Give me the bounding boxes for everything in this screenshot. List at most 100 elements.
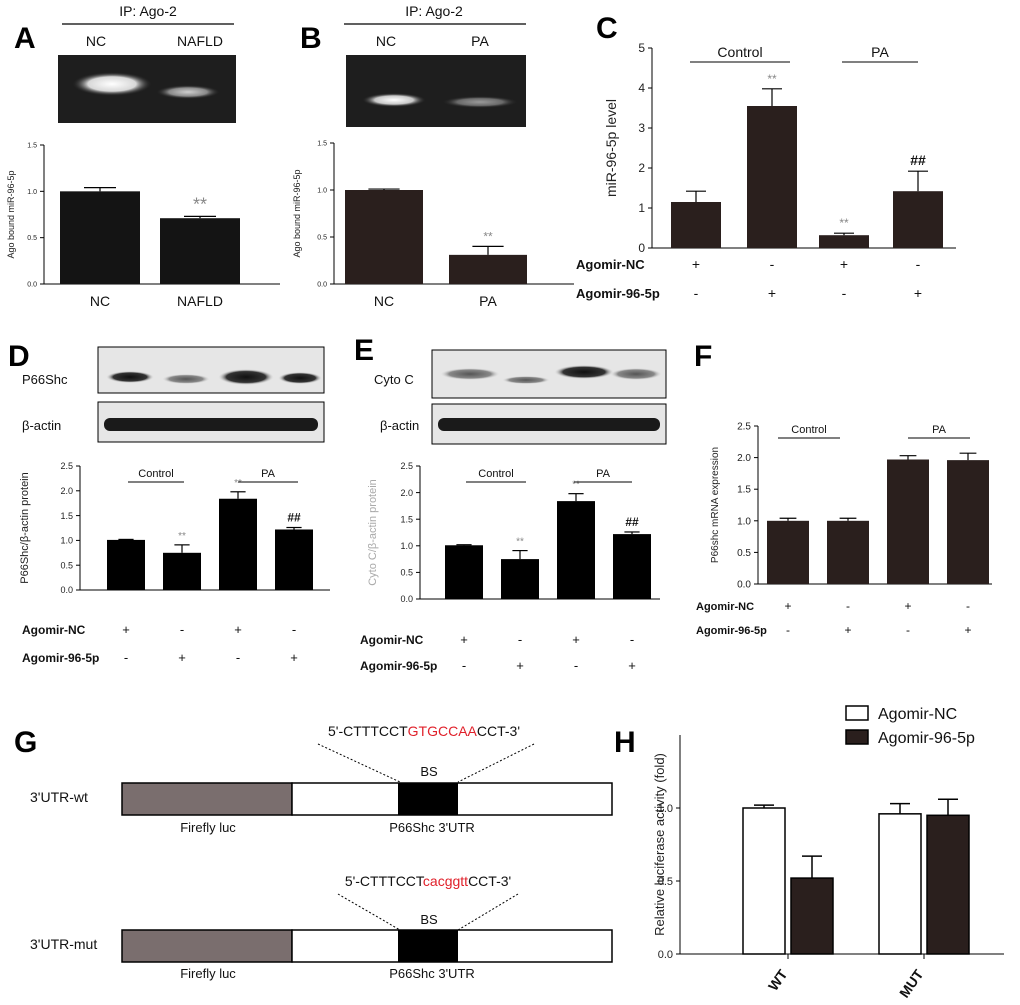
group-label-E-1: PA xyxy=(596,468,611,480)
treatment-sign-D-1-1: + xyxy=(178,650,186,665)
y-tick-label-C-2: 2 xyxy=(638,161,645,175)
treatment-sign-D-0-3: - xyxy=(292,622,296,637)
lane-label-a-nafld: NAFLD xyxy=(177,33,223,49)
significance-A-1: ** xyxy=(193,194,207,214)
bar-chart-c: 0 1 2 3 4 5 miR-96-5p level ** ** ## Control PA Agom… xyxy=(576,41,956,301)
panel-g: G 5'-CTTTCCTGTGCCAACCT-3' BS 3'UTR-wt Fi… xyxy=(14,723,613,981)
significance-D-2: ** xyxy=(234,478,242,489)
lane-label-b-nc: NC xyxy=(376,33,396,49)
group-label-D-1: PA xyxy=(261,468,276,480)
wb-band-d2 xyxy=(104,418,318,431)
sequence-mut-site: cacggtt xyxy=(423,873,468,889)
y-tick-label-F-4: 2.0 xyxy=(737,453,751,464)
gel-band-b-nc xyxy=(362,93,426,107)
binding-site-block-mut xyxy=(398,930,458,962)
y-tick-label-C-3: 3 xyxy=(638,121,645,135)
y-tick-label-D-1: 0.5 xyxy=(60,560,73,570)
y-tick-label-F-1: 0.5 xyxy=(737,548,751,559)
y-tick-label-C-0: 0 xyxy=(638,241,645,255)
treatment-sign-C-1-1: + xyxy=(768,285,776,301)
panel-label-h: H xyxy=(614,726,636,759)
treatment-sign-F-1-1: + xyxy=(844,623,851,637)
binding-site-label-wt: BS xyxy=(420,764,438,779)
bar-C-0 xyxy=(671,202,721,248)
y-axis-label-C: miR-96-5p level xyxy=(603,99,619,197)
treatment-sign-C-1-3: + xyxy=(914,285,922,301)
wb-band-e1-1 xyxy=(440,368,500,380)
y-tick-label-B-2: 1.0 xyxy=(317,187,327,194)
treatment-sign-F-0-2: + xyxy=(904,599,911,613)
y-tick-label-A-0: 0.0 xyxy=(27,281,37,288)
construct-label-mut: 3'UTR-mut xyxy=(30,936,97,952)
bar-H-1-0 xyxy=(790,877,834,955)
lane-label-a-nc: NC xyxy=(86,33,106,49)
treatment-sign-F-1-3: + xyxy=(964,623,971,637)
gel-band-a-nc xyxy=(72,72,152,96)
dotted-line-mut-left xyxy=(337,893,401,931)
treatment-sign-F-0-3: - xyxy=(966,599,970,613)
bar-H-1-1 xyxy=(926,814,970,955)
dotted-line-wt-left xyxy=(317,743,401,783)
y-tick-label-C-5: 5 xyxy=(638,41,645,55)
y-axis-label-B: Ago bound miR-96-5p xyxy=(292,169,302,257)
y-tick-label-B-1: 0.5 xyxy=(317,234,327,241)
treatment-sign-D-1-2: - xyxy=(236,650,240,665)
bar-chart-f: 0.0 0.5 1.0 1.5 2.0 2.5 P66shc mRNA expression… xyxy=(696,422,992,637)
bar-chart-a: 0.0 0.5 1.0 1.5 Ago bound miR-96-5p NC ** NAFLD xyxy=(6,142,280,309)
treatment-sign-E-0-0: + xyxy=(460,632,468,647)
y-axis-label-A: Ago bound miR-96-5p xyxy=(6,170,16,258)
firefly-luc-segment-mut xyxy=(121,929,293,963)
significance-D-1: ** xyxy=(178,531,186,542)
y-tick-label-D-2: 1.0 xyxy=(60,536,73,546)
x-tick-label-A-1: NAFLD xyxy=(177,293,223,309)
significance-E-3: ## xyxy=(625,515,639,529)
x-tick-label-H-0: WT xyxy=(765,966,791,993)
y-tick-label-B-0: 0.0 xyxy=(317,281,327,288)
y-tick-label-E-3: 1.5 xyxy=(400,514,413,524)
gel-band-a-nafld xyxy=(156,85,220,99)
bar-chart-d: 0.0 0.5 1.0 1.5 2.0 2.5 P66Shc/β-actin protein… xyxy=(19,461,330,665)
significance-B-1: ** xyxy=(483,229,493,243)
firefly-luc-label-mut: Firefly luc xyxy=(180,966,236,981)
treatment-sign-D-1-0: - xyxy=(124,650,128,665)
x-tick-label-H-1: MUT xyxy=(896,966,927,1000)
wb-band-d1-2 xyxy=(162,374,210,384)
y-axis-label-E: Cyto C/β-actin protein xyxy=(367,479,379,586)
panel-a: A IP: Ago-2 NC NAFLD 0.0 0.5 1.0 1.5 Ago bou… xyxy=(6,3,280,309)
panel-c: C 0 1 2 3 4 5 miR-96-5p level ** ** ## Control PA Ag… xyxy=(576,12,956,301)
y-tick-label-E-2: 1.0 xyxy=(400,541,413,551)
treatment-sign-D-0-2: + xyxy=(234,622,242,637)
bar-B-1 xyxy=(449,254,527,284)
blot-title-a: IP: Ago-2 xyxy=(119,3,177,19)
sequence-wt: 5'-CTTTCCTGTGCCAACCT-3' xyxy=(328,723,520,739)
y-tick-label-D-4: 2.0 xyxy=(60,486,73,496)
wb-band-e2 xyxy=(438,418,660,431)
group-label-E-0: Control xyxy=(478,468,513,480)
y-tick-label-E-0: 0.0 xyxy=(400,594,413,604)
panel-d: D P66Shc β-actin 0.0 0.5 1.0 1.5 2.0 2.5 P66Sh… xyxy=(8,340,330,665)
treatment-sign-E-0-3: - xyxy=(630,632,634,647)
bar-H-0-0 xyxy=(742,807,786,955)
y-tick-label-D-3: 1.5 xyxy=(60,511,73,521)
group-label-F-0: Control xyxy=(791,424,826,436)
western-blot-d-p66shc xyxy=(97,346,325,394)
y-tick-label-C-4: 4 xyxy=(638,81,645,95)
gel-band-b-pa xyxy=(442,96,518,108)
firefly-luc-label-wt: Firefly luc xyxy=(180,820,236,835)
treatment-sign-D-0-1: - xyxy=(180,622,184,637)
treatment-label-C-0: Agomir-NC xyxy=(576,257,645,272)
blot-label-e-cytoc: Cyto C xyxy=(374,372,414,387)
treatment-sign-E-1-2: - xyxy=(574,658,578,673)
y-tick-label-E-4: 2.0 xyxy=(400,488,413,498)
panel-label-a: A xyxy=(14,22,36,55)
y-tick-label-E-1: 0.5 xyxy=(400,568,413,578)
bar-D-0 xyxy=(107,539,145,590)
y-tick-label-A-3: 1.5 xyxy=(27,142,37,149)
legend-swatch-H-0 xyxy=(845,705,869,721)
y-tick-label-F-0: 0.0 xyxy=(737,580,751,591)
wb-band-d1-4 xyxy=(278,372,322,384)
legend-swatch-H-1 xyxy=(845,729,869,745)
bar-chart-e: 0.0 0.5 1.0 1.5 2.0 2.5 Cyto C/β-actin protein… xyxy=(360,461,660,673)
